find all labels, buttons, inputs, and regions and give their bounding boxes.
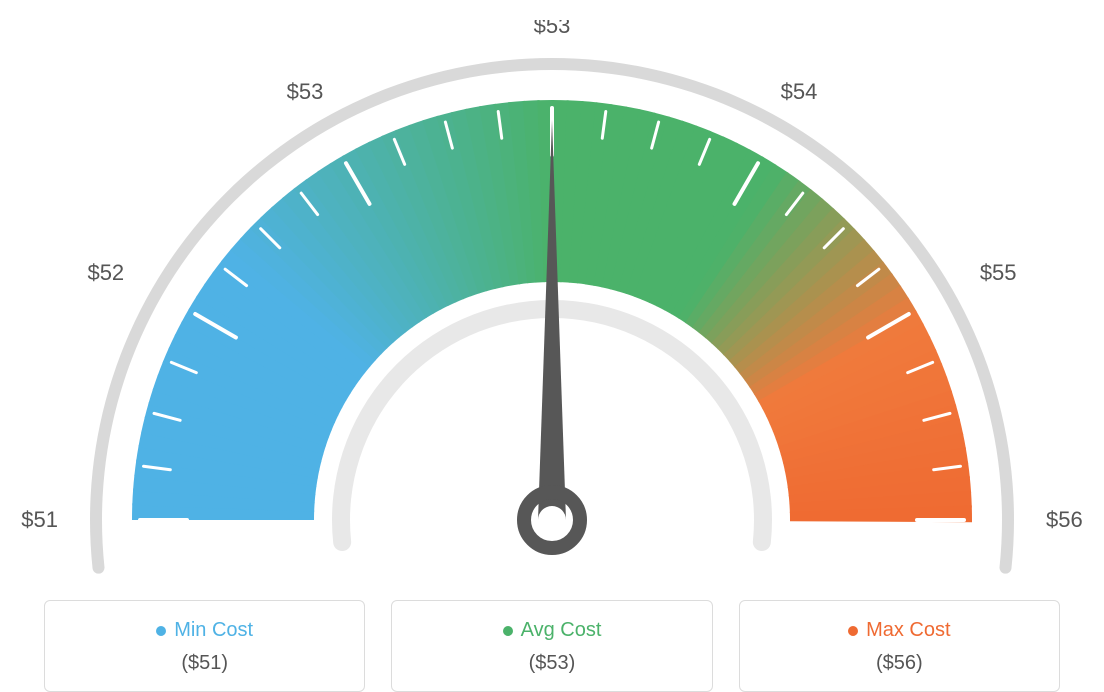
legend-dot-max <box>848 626 858 636</box>
svg-text:$56: $56 <box>1046 507 1083 532</box>
legend-min-top: Min Cost <box>55 619 354 642</box>
legend-card-avg: Avg Cost ($53) <box>391 600 712 692</box>
legend-avg-label: Avg Cost <box>521 619 602 642</box>
legend-dot-min <box>156 626 166 636</box>
svg-text:$53: $53 <box>534 20 571 38</box>
cost-gauge-chart: $51 $52 $53 $53 $54 $55 $56 Min Cost ($51) Avg… <box>20 20 1084 692</box>
svg-text:$55: $55 <box>980 260 1017 285</box>
legend-min-value: ($51) <box>55 652 354 675</box>
svg-text:$52: $52 <box>87 260 124 285</box>
legend-max-top: Max Cost <box>750 619 1049 642</box>
legend-avg-top: Avg Cost <box>402 619 701 642</box>
legend-row: Min Cost ($51) Avg Cost ($53) Max Cost (… <box>20 600 1084 692</box>
gauge-svg: $51 $52 $53 $53 $54 $55 $56 <box>20 20 1084 580</box>
svg-text:$51: $51 <box>21 507 58 532</box>
legend-dot-avg <box>503 626 513 636</box>
legend-max-value: ($56) <box>750 652 1049 675</box>
legend-card-min: Min Cost ($51) <box>44 600 365 692</box>
svg-text:$53: $53 <box>287 79 324 104</box>
legend-max-label: Max Cost <box>866 619 950 642</box>
legend-avg-value: ($53) <box>402 652 701 675</box>
legend-min-label: Min Cost <box>174 619 253 642</box>
gauge-svg-wrap: $51 $52 $53 $53 $54 $55 $56 <box>20 20 1084 580</box>
svg-text:$54: $54 <box>781 79 818 104</box>
legend-card-max: Max Cost ($56) <box>739 600 1060 692</box>
